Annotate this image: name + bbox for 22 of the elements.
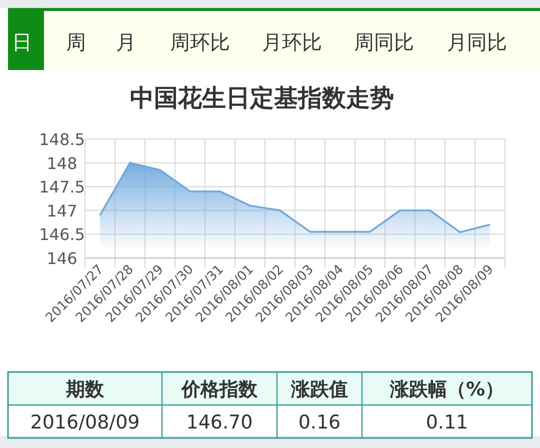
y-tick-label: 148.5 [39, 130, 85, 149]
text: 日 [12, 30, 32, 54]
text: 2016/08/09 [30, 412, 140, 434]
y-tick-label: 147.5 [39, 178, 85, 197]
y-tick-label: 147 [46, 201, 78, 220]
text: 价格指数 [180, 378, 258, 400]
text: 月同比 [447, 30, 507, 54]
text: 涨跌值 [290, 378, 348, 400]
text: 周环比 [170, 30, 230, 54]
y-tick-label: 146.5 [39, 225, 85, 244]
text: 周 [66, 30, 86, 54]
text: 月 [116, 30, 136, 54]
text: 周同比 [354, 30, 414, 54]
text: 146.70 [186, 412, 253, 434]
y-tick-label: 146 [46, 249, 78, 268]
text: 0.16 [298, 412, 341, 434]
text: 月环比 [262, 30, 322, 54]
text: 期数 [65, 378, 105, 400]
text: 0.11 [426, 412, 468, 434]
y-tick-label: 148 [46, 154, 78, 173]
text: 涨跌幅（%） [388, 378, 504, 400]
chart-title: 中国花生日定基指数走势 [130, 84, 394, 112]
